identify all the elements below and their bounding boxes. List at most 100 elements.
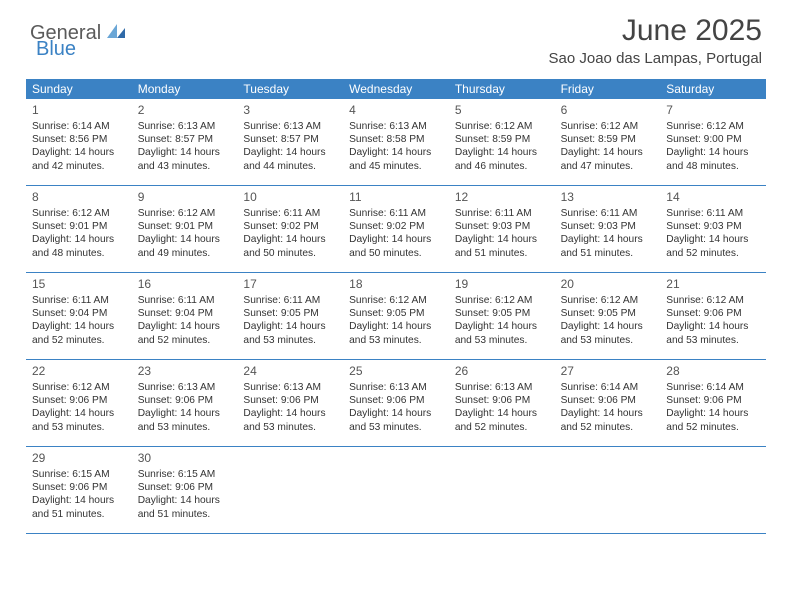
day-number: 29 (32, 451, 126, 466)
week-row: 1Sunrise: 6:14 AMSunset: 8:56 PMDaylight… (26, 99, 766, 186)
day-number: 20 (561, 277, 655, 292)
sunset-line: Sunset: 9:06 PM (349, 394, 443, 407)
day-cell: 28Sunrise: 6:14 AMSunset: 9:06 PMDayligh… (660, 360, 766, 446)
sunrise-line: Sunrise: 6:12 AM (561, 120, 655, 133)
day-number: 22 (32, 364, 126, 379)
sunrise-line: Sunrise: 6:12 AM (455, 120, 549, 133)
sunset-line: Sunset: 8:57 PM (243, 133, 337, 146)
day-cell: 8Sunrise: 6:12 AMSunset: 9:01 PMDaylight… (26, 186, 132, 272)
sunrise-line: Sunrise: 6:12 AM (666, 294, 760, 307)
sunrise-line: Sunrise: 6:13 AM (455, 381, 549, 394)
day-number: 4 (349, 103, 443, 118)
sunset-line: Sunset: 9:05 PM (349, 307, 443, 320)
daylight-line: Daylight: 14 hours and 48 minutes. (666, 146, 760, 172)
daylight-line: Daylight: 14 hours and 52 minutes. (455, 407, 549, 433)
brand-logo: General Blue (30, 14, 127, 45)
dow-cell: Thursday (449, 79, 555, 99)
sunset-line: Sunset: 9:03 PM (666, 220, 760, 233)
daylight-line: Daylight: 14 hours and 51 minutes. (455, 233, 549, 259)
day-cell: 9Sunrise: 6:12 AMSunset: 9:01 PMDaylight… (132, 186, 238, 272)
title-block: June 2025 Sao Joao das Lampas, Portugal (549, 14, 762, 67)
sunset-line: Sunset: 9:01 PM (138, 220, 232, 233)
day-cell-empty (660, 447, 766, 533)
brand-sail-icon (105, 22, 127, 45)
day-number: 16 (138, 277, 232, 292)
day-cell: 15Sunrise: 6:11 AMSunset: 9:04 PMDayligh… (26, 273, 132, 359)
day-number: 5 (455, 103, 549, 118)
daylight-line: Daylight: 14 hours and 53 minutes. (349, 320, 443, 346)
sunset-line: Sunset: 9:03 PM (561, 220, 655, 233)
day-cell: 3Sunrise: 6:13 AMSunset: 8:57 PMDaylight… (237, 99, 343, 185)
sunset-line: Sunset: 9:05 PM (455, 307, 549, 320)
sunset-line: Sunset: 9:02 PM (349, 220, 443, 233)
day-cell: 29Sunrise: 6:15 AMSunset: 9:06 PMDayligh… (26, 447, 132, 533)
sunset-line: Sunset: 9:06 PM (243, 394, 337, 407)
day-number: 18 (349, 277, 443, 292)
day-number: 8 (32, 190, 126, 205)
day-number: 11 (349, 190, 443, 205)
day-number: 23 (138, 364, 232, 379)
sunrise-line: Sunrise: 6:13 AM (138, 120, 232, 133)
daylight-line: Daylight: 14 hours and 53 minutes. (32, 407, 126, 433)
day-cell: 12Sunrise: 6:11 AMSunset: 9:03 PMDayligh… (449, 186, 555, 272)
daylight-line: Daylight: 14 hours and 48 minutes. (32, 233, 126, 259)
weeks-container: 1Sunrise: 6:14 AMSunset: 8:56 PMDaylight… (26, 99, 766, 534)
sunset-line: Sunset: 8:57 PM (138, 133, 232, 146)
daylight-line: Daylight: 14 hours and 44 minutes. (243, 146, 337, 172)
day-number: 28 (666, 364, 760, 379)
sunset-line: Sunset: 9:00 PM (666, 133, 760, 146)
sunrise-line: Sunrise: 6:12 AM (666, 120, 760, 133)
day-cell: 1Sunrise: 6:14 AMSunset: 8:56 PMDaylight… (26, 99, 132, 185)
day-number: 7 (666, 103, 760, 118)
day-cell: 11Sunrise: 6:11 AMSunset: 9:02 PMDayligh… (343, 186, 449, 272)
daylight-line: Daylight: 14 hours and 52 minutes. (666, 233, 760, 259)
sunrise-line: Sunrise: 6:11 AM (455, 207, 549, 220)
sunrise-line: Sunrise: 6:12 AM (455, 294, 549, 307)
daylight-line: Daylight: 14 hours and 47 minutes. (561, 146, 655, 172)
daylight-line: Daylight: 14 hours and 45 minutes. (349, 146, 443, 172)
day-number: 15 (32, 277, 126, 292)
day-cell: 7 Sunrise: 6:12 AMSunset: 9:00 PMDaylight… (660, 99, 766, 185)
day-cell: 25Sunrise: 6:13 AMSunset: 9:06 PMDayligh… (343, 360, 449, 446)
day-number: 2 (138, 103, 232, 118)
sunrise-line: Sunrise: 6:14 AM (32, 120, 126, 133)
day-cell: 6Sunrise: 6:12 AMSunset: 8:59 PMDaylight… (555, 99, 661, 185)
daylight-line: Daylight: 14 hours and 53 minutes. (349, 407, 443, 433)
daylight-line: Daylight: 14 hours and 53 minutes. (561, 320, 655, 346)
day-cell: 26Sunrise: 6:13 AMSunset: 9:06 PMDayligh… (449, 360, 555, 446)
week-row: 8Sunrise: 6:12 AMSunset: 9:01 PMDaylight… (26, 186, 766, 273)
day-number: 3 (243, 103, 337, 118)
daylight-line: Daylight: 14 hours and 53 minutes. (243, 407, 337, 433)
dow-header-row: SundayMondayTuesdayWednesdayThursdayFrid… (26, 79, 766, 99)
sunset-line: Sunset: 9:03 PM (455, 220, 549, 233)
dow-cell: Sunday (26, 79, 132, 99)
sunset-line: Sunset: 9:04 PM (138, 307, 232, 320)
day-cell: 18Sunrise: 6:12 AMSunset: 9:05 PMDayligh… (343, 273, 449, 359)
sunset-line: Sunset: 9:06 PM (32, 394, 126, 407)
sunset-line: Sunset: 9:06 PM (138, 394, 232, 407)
day-number: 25 (349, 364, 443, 379)
sunset-line: Sunset: 9:06 PM (32, 481, 126, 494)
day-number: 9 (138, 190, 232, 205)
day-number: 30 (138, 451, 232, 466)
sunrise-line: Sunrise: 6:13 AM (243, 381, 337, 394)
dow-cell: Wednesday (343, 79, 449, 99)
daylight-line: Daylight: 14 hours and 53 minutes. (455, 320, 549, 346)
sunset-line: Sunset: 9:05 PM (243, 307, 337, 320)
sunrise-line: Sunrise: 6:13 AM (138, 381, 232, 394)
month-title: June 2025 (549, 14, 762, 48)
sunset-line: Sunset: 8:59 PM (561, 133, 655, 146)
daylight-line: Daylight: 14 hours and 53 minutes. (666, 320, 760, 346)
day-cell: 27Sunrise: 6:14 AMSunset: 9:06 PMDayligh… (555, 360, 661, 446)
sunrise-line: Sunrise: 6:14 AM (561, 381, 655, 394)
sunrise-line: Sunrise: 6:12 AM (561, 294, 655, 307)
day-cell: 21Sunrise: 6:12 AMSunset: 9:06 PMDayligh… (660, 273, 766, 359)
calendar-grid: SundayMondayTuesdayWednesdayThursdayFrid… (26, 79, 766, 534)
sunrise-line: Sunrise: 6:11 AM (561, 207, 655, 220)
sunset-line: Sunset: 9:04 PM (32, 307, 126, 320)
daylight-line: Daylight: 14 hours and 46 minutes. (455, 146, 549, 172)
day-cell: 10Sunrise: 6:11 AMSunset: 9:02 PMDayligh… (237, 186, 343, 272)
sunrise-line: Sunrise: 6:15 AM (138, 468, 232, 481)
daylight-line: Daylight: 14 hours and 49 minutes. (138, 233, 232, 259)
day-number: 19 (455, 277, 549, 292)
